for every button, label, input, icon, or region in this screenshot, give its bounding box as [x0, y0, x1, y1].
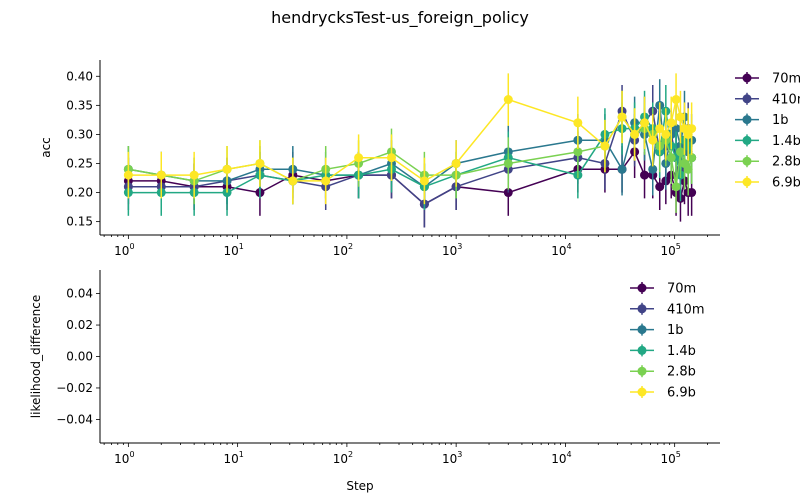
series-410m [123, 85, 697, 228]
data-point [671, 182, 681, 192]
data-point [617, 164, 627, 174]
legend-marker [742, 135, 752, 145]
legend-marker [637, 304, 647, 314]
data-point [655, 182, 665, 192]
y-tick-label: −0.02 [56, 381, 93, 395]
legend-label: 1.4b [667, 344, 696, 359]
x-tick-label: 101 [223, 242, 243, 258]
legend-marker [742, 73, 752, 83]
legend-marker [637, 325, 647, 335]
data-point [666, 118, 676, 128]
y-tick-label: 0.20 [66, 186, 93, 200]
y-tick-label: 0.25 [66, 156, 93, 170]
legend-label: 410m [772, 92, 800, 107]
data-point [354, 153, 364, 163]
data-point [255, 158, 265, 168]
legend-label: 1b [772, 113, 789, 128]
x-tick-label: 103 [442, 450, 462, 466]
legend-marker [742, 156, 752, 166]
y-axis-label: likelihood_difference [29, 295, 43, 418]
legend-label: 1b [667, 323, 684, 338]
legend-marker [742, 94, 752, 104]
data-point [648, 164, 658, 174]
x-tick-label: 101 [223, 450, 243, 466]
legend-label: 6.9b [772, 176, 800, 191]
data-point [419, 176, 429, 186]
data-point [640, 118, 650, 128]
data-point [630, 129, 640, 139]
data-point [600, 141, 610, 151]
data-point [617, 112, 627, 122]
legend-label: 410m [667, 302, 704, 317]
data-point [156, 170, 166, 180]
y-tick-label: 0.00 [66, 350, 93, 364]
likelihood-panel: 100 101 102 103 104 105 −0.04 −0.02 0.00 0.02 0.04… [29, 270, 720, 493]
y-tick-label: 0.15 [66, 215, 93, 229]
data-point [655, 124, 665, 134]
legend-label: 6.9b [667, 386, 696, 401]
x-tick-label: 102 [333, 242, 353, 258]
series-1b [123, 79, 697, 210]
data-point [675, 147, 685, 157]
chart-title: hendrycksTest-us_foreign_policy [271, 8, 529, 27]
data-point [666, 153, 676, 163]
y-tick-label: 0.02 [66, 318, 93, 332]
legend-label: 2.8b [667, 365, 696, 380]
data-point [503, 95, 513, 105]
x-tick-label: 103 [442, 242, 462, 258]
x-tick-label: 100 [114, 242, 134, 258]
legend-marker [637, 283, 647, 293]
data-point [123, 170, 133, 180]
y-tick-label: 0.35 [66, 98, 93, 112]
data-point [671, 95, 681, 105]
series-6.9b [123, 73, 697, 205]
x-axis-label: Step [346, 479, 373, 493]
legend-label: 70m [667, 282, 696, 297]
data-point [687, 188, 697, 198]
data-point [451, 158, 461, 168]
legend-marker [637, 387, 647, 397]
x-tick-label: 100 [114, 450, 134, 466]
x-tick-label: 105 [660, 242, 680, 258]
y-tick-label: −0.04 [56, 412, 93, 426]
y-axis-label: acc [39, 137, 53, 158]
y-tick-label: 0.40 [66, 69, 93, 83]
y-tick-label: 0.04 [66, 287, 93, 301]
data-point [648, 135, 658, 145]
data-point [687, 124, 697, 134]
x-tick-label: 105 [660, 450, 680, 466]
data-point [675, 112, 685, 122]
data-point [189, 170, 199, 180]
legend-label: 2.8b [772, 155, 800, 170]
legend-marker [742, 115, 752, 125]
legend-label: 1.4b [772, 134, 800, 149]
x-tick-label: 104 [551, 242, 571, 258]
data-point [288, 176, 298, 186]
legend: 70m 410m 1b 1.4b 2.8b 6.9b [630, 282, 704, 401]
data-point [573, 118, 583, 128]
data-point [386, 153, 396, 163]
series-line-410m [128, 109, 693, 206]
data-point [661, 129, 671, 139]
data-point [503, 158, 513, 168]
data-point [573, 147, 583, 157]
data-point [222, 164, 232, 174]
x-tick-label: 102 [333, 450, 353, 466]
legend-marker [637, 366, 647, 376]
series-2.8b [123, 90, 697, 213]
y-tick-label: 0.30 [66, 127, 93, 141]
data-point [687, 153, 697, 163]
x-tick-label: 104 [551, 450, 571, 466]
acc-panel: 100 101 102 103 104 105 0.15 0.20 0.25 0.30 0.35 0.… [39, 60, 800, 258]
data-point [321, 176, 331, 186]
legend: 70m 410m 1b 1.4b 2.8b 6.9b [735, 72, 800, 191]
legend-marker [637, 345, 647, 355]
legend-label: 70m [772, 72, 800, 87]
data-point [640, 170, 650, 180]
legend-marker [742, 177, 752, 187]
data-point [683, 164, 693, 174]
